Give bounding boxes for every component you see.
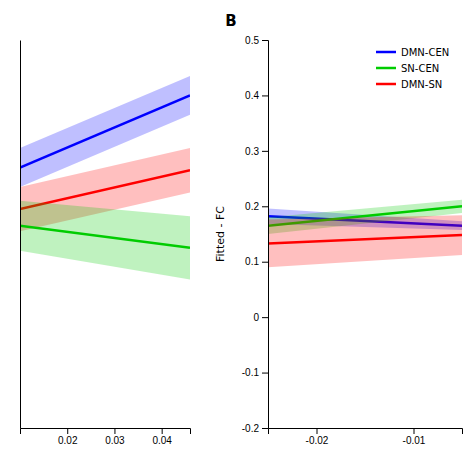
legend-label: DMN-CEN [401,47,449,58]
x-tick: 0.02 [58,428,78,446]
x-tick: -0.01 [403,428,426,446]
ci-band [268,215,462,267]
plot-area [20,76,190,279]
legend-swatch [376,67,396,70]
y-tick: 0.3 [245,146,268,157]
y-tick-mark [262,373,268,374]
legend-item: DMN-SN [376,79,442,90]
y-tick-label: 0 [253,312,259,323]
y-tick-label: 0.1 [245,256,259,267]
legend-swatch [376,83,396,86]
x-tick-label: 0.02 [58,435,78,446]
y-axis-line [262,41,269,429]
y-tick-label: -0.2 [242,423,260,434]
y-tick-mark [262,317,268,318]
x-tick-label: -0.02 [306,435,329,446]
plot-area [268,200,462,268]
y-tick-mark [262,206,268,207]
legend-label: DMN-SN [401,79,442,90]
y-axis [20,41,21,429]
y-tick-label: -0.1 [242,367,260,378]
y-tick: 0 [253,312,268,323]
x-tick-mark [317,428,318,434]
y-tick-label: 0.3 [245,146,259,157]
x-tick-label: -0.01 [403,435,426,446]
line [268,235,462,243]
y-axis-title: Fitted - FC [214,206,227,262]
x-axis-line [21,429,191,435]
x-tick-mark [67,428,68,434]
y-tick: -0.2 [242,423,268,434]
x-tick: -0.02 [306,428,329,446]
y-axis-line [20,41,21,429]
x-tick-mark [414,428,415,434]
x-axis: 0.02 0.03 0.04 [21,428,191,446]
y-tick: 0.5 [245,35,268,46]
y-tick-mark [262,428,268,429]
x-axis: -0.02 -0.01 [269,428,463,446]
x-tick-label: 0.04 [152,435,172,446]
y-tick-mark [262,151,268,152]
legend-swatch [376,51,396,54]
chart: 0.02 0.03 0.04 -0.02 -0.01 -0.2 -0.1 0 0.1 0.2 0.3… [0,0,474,474]
y-tick-label: 0.2 [245,201,259,212]
ci-band [20,201,190,280]
x-tick: 0.04 [152,428,172,446]
x-tick-mark [162,428,163,434]
legend-item: DMN-CEN [376,47,449,58]
y-axis: -0.2 -0.1 0 0.1 0.2 0.3 0.4 0.5 [242,35,269,434]
y-tick: 0.4 [245,90,268,101]
y-tick-mark [262,95,268,96]
y-tick: 0.2 [245,201,268,212]
line [20,226,190,248]
panel: 0.02 0.03 0.04 [20,41,191,447]
y-tick: 0.1 [245,256,268,267]
legend: DMN-CEN SN-CEN DMN-SN [376,47,449,90]
legend-item: SN-CEN [376,63,439,74]
x-tick-label: 0.03 [105,435,125,446]
y-tick-mark [262,40,268,41]
x-axis-line [269,429,463,435]
panel: -0.02 -0.01 -0.2 -0.1 0 0.1 0.2 0.3 0.4 0.5 Fitted… [214,12,463,446]
y-tick-mark [262,262,268,263]
x-tick-mark [114,428,115,434]
y-tick-label: 0.4 [245,90,259,101]
panel-label: B [225,12,236,30]
x-tick: 0.03 [105,428,125,446]
legend-label: SN-CEN [401,63,439,74]
y-tick: -0.1 [242,367,268,378]
y-tick-label: 0.5 [245,35,259,46]
